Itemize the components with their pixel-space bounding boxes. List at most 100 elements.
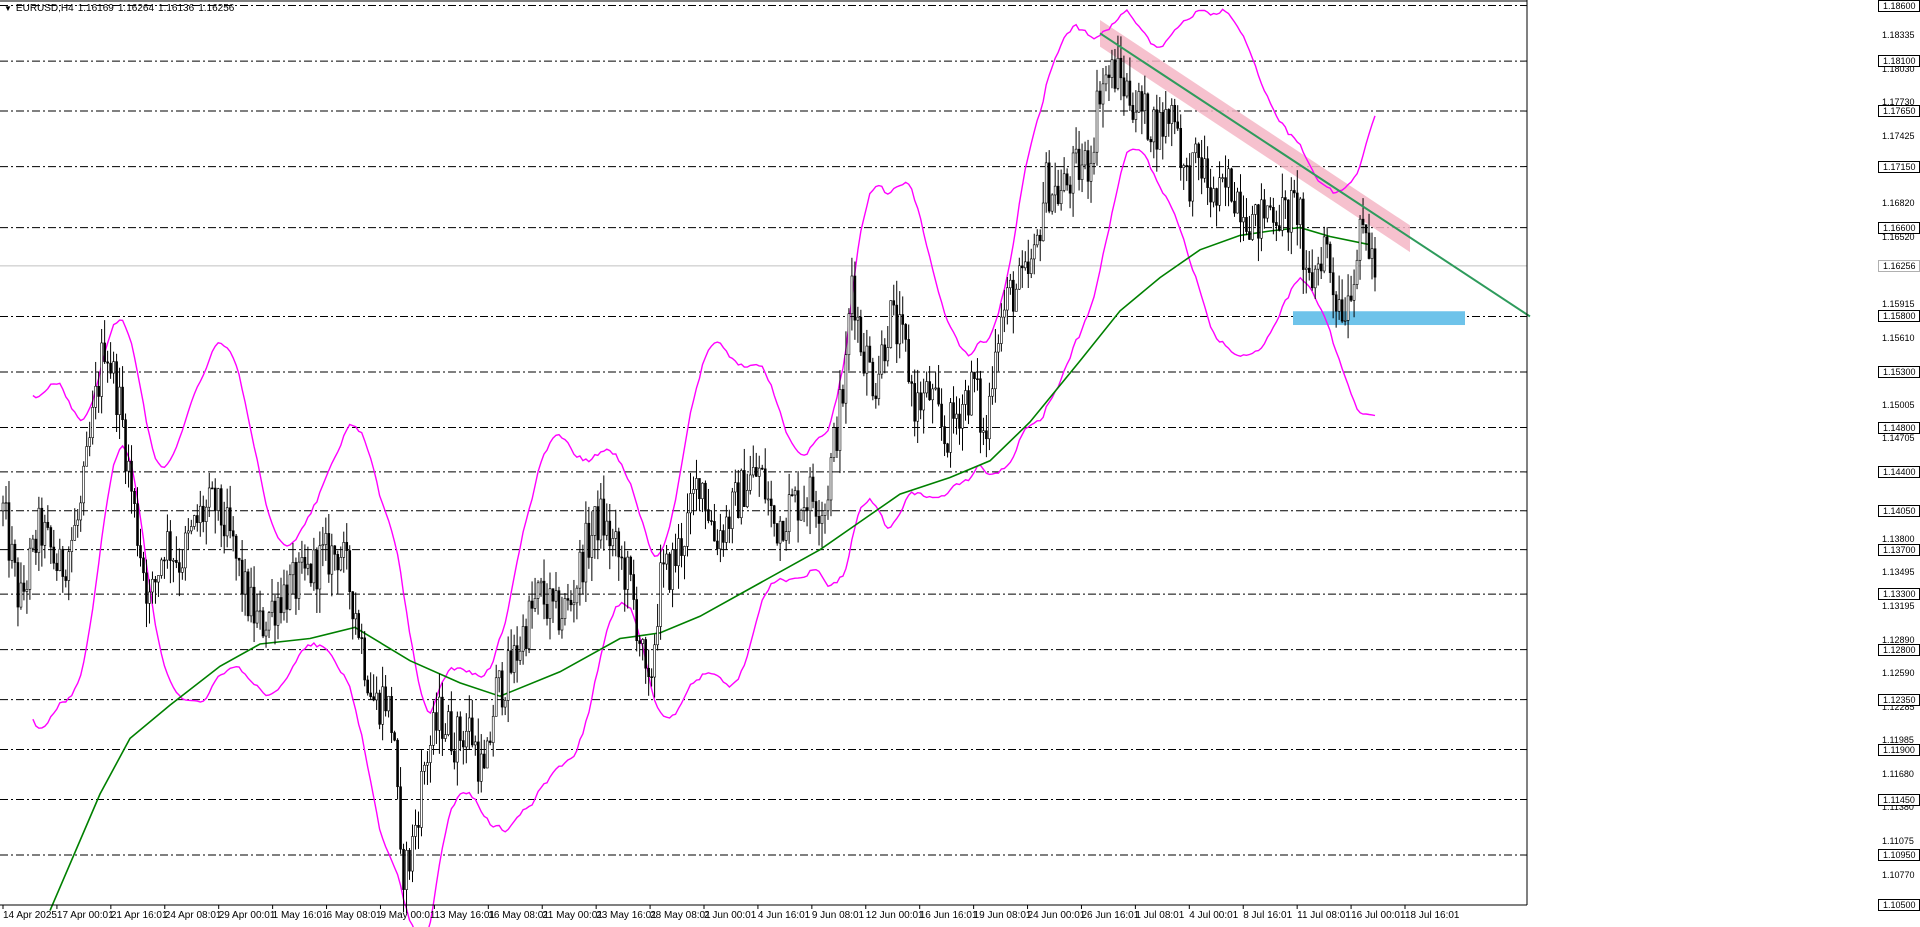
candle-body [823,510,827,516]
candle-body [315,549,319,590]
candle-body [366,679,369,694]
candle-body [596,506,600,541]
candle-body [1218,177,1221,206]
candle-body [1337,299,1341,312]
candle-body [853,275,857,321]
candle-body [1200,157,1203,179]
candle-body [1316,263,1320,270]
time-tick-label: 24 Jun 00:01 [1027,910,1086,921]
candle-body [240,559,244,595]
candle-body [1161,112,1165,137]
candle-body [276,597,280,626]
time-tick-label: 21 May 00:01 [542,910,603,921]
candle-body [453,750,456,763]
price-tick-label: 1.11380 [1882,802,1914,813]
candle-body [405,849,408,890]
candle-body [895,304,899,345]
candle-body [1215,188,1218,206]
candle-body [64,576,68,581]
candle-body [1083,150,1087,166]
candle-body [704,482,707,510]
candle-body [1131,105,1135,120]
price-tick-label: 1.16520 [1882,231,1915,242]
candle-body [306,563,310,569]
candle-body [1140,91,1144,112]
candle-body [973,371,976,380]
candle-body [713,521,716,542]
candle-body [647,667,650,678]
candle-body [1224,177,1227,188]
candle-body [121,386,124,421]
candle-body [665,553,668,565]
candle-body [282,584,286,614]
horizontal-levels [0,5,1527,906]
candle-body [106,361,109,364]
candle-body [778,520,782,544]
candle-body [784,531,788,541]
candle-body [542,580,546,605]
candle-body [1059,190,1063,204]
candle-body [1328,243,1332,274]
candle-body [719,530,722,550]
candle-body [859,316,863,353]
candle-body [258,610,262,613]
candle-body [796,490,800,521]
candle-body [949,402,952,453]
trendline-descending[interactable] [1099,32,1531,318]
candle-body [369,692,372,697]
candle-body [943,426,946,445]
candle-body [722,530,725,543]
candle-body [459,716,462,741]
candle-body [805,507,809,512]
candle-body [297,561,301,599]
candle-body [799,510,803,521]
price-level-label: 1.14800 [1878,421,1920,434]
candle-body [940,403,943,427]
time-tick-label: 14 Apr 2025 [3,910,57,921]
candle-body [689,493,692,514]
time-tick-label: 6 May 08:01 [326,910,382,921]
candle-body [387,695,390,712]
price-tick-label: 1.11075 [1882,836,1914,847]
candle-body [608,520,612,547]
candle-body [1307,267,1311,273]
price-tick-label: 1.13195 [1882,600,1915,611]
candle-body [928,381,931,401]
candle-body [1334,294,1338,312]
candle-body [1065,173,1069,186]
candle-body [273,600,277,626]
candle-body [100,342,103,397]
candle-body [136,503,139,546]
price-level-label: 1.11900 [1878,743,1920,756]
bollinger-bands [32,8,1376,927]
candle-body [201,505,205,522]
candle-body [1149,139,1153,143]
candle-body [195,515,199,523]
candle-body [456,716,459,763]
candle-body [734,482,737,493]
candle-body [31,538,35,549]
candle-body [1352,284,1356,301]
candle-body [958,413,961,429]
candle-body [662,562,665,565]
candle-body [620,556,624,559]
close-price: 1.16256 [198,3,235,14]
candle-body [862,351,866,374]
candle-body [763,468,767,500]
candle-body [1113,59,1117,89]
candle-body [420,770,423,828]
candle-body [593,506,597,536]
candle-body [187,530,190,534]
support-zone-rect[interactable] [1293,311,1465,326]
candle-body [426,762,429,766]
candle-body [1077,148,1081,180]
candle-body [312,549,316,584]
trendline [1099,32,1531,318]
candle-body [166,531,169,561]
moving-average [49,226,1369,911]
price-level-label: 1.13300 [1878,588,1920,601]
triangle-down-icon[interactable]: ▼ [4,4,12,13]
candle-body [1292,190,1296,194]
